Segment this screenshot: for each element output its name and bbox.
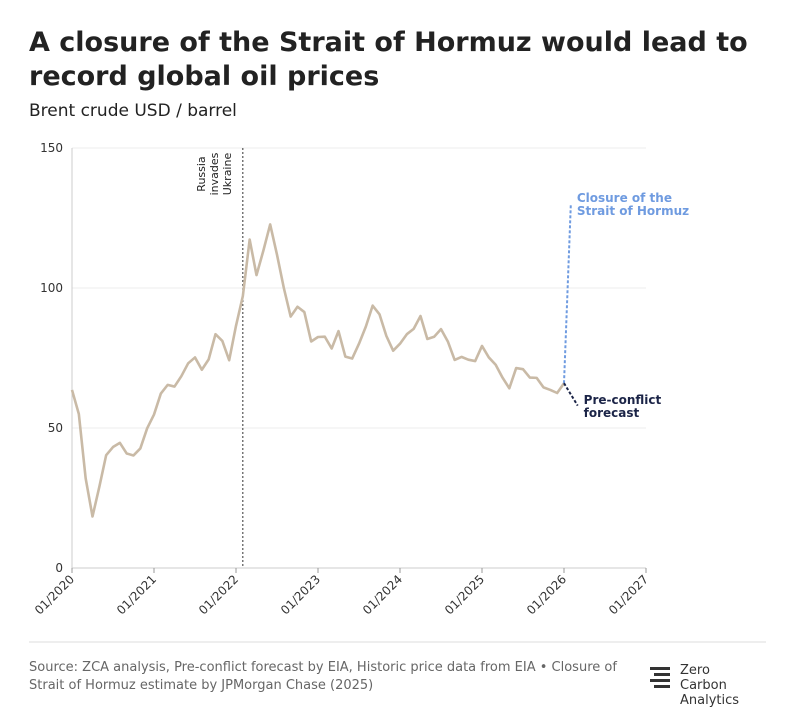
- logo-icon: [650, 667, 670, 688]
- y-tick-label: 0: [55, 561, 63, 575]
- title: A closure of the Strait of Hormuz would …: [29, 27, 748, 92]
- logo: Zero Carbon Analytics: [680, 663, 740, 708]
- x-tick-label: 01/2022: [196, 572, 241, 617]
- x-tick-label: 01/2023: [278, 572, 323, 617]
- y-tick-label: 100: [40, 281, 63, 295]
- x-tick-label: 01/2020: [32, 572, 77, 617]
- x-tick-label: 01/2027: [606, 572, 651, 617]
- x-tick-label: 01/2025: [442, 572, 487, 617]
- series-line: [563, 203, 572, 384]
- series-line: [70, 223, 566, 518]
- x-tick-label: 01/2026: [524, 572, 569, 617]
- source: Source: ZCA analysis, Pre-conflict forec…: [29, 660, 617, 693]
- series-line: [563, 382, 579, 407]
- subtitle: Brent crude USD / barrel: [29, 101, 237, 121]
- series-label: Pre-conflict forecast: [583, 392, 662, 420]
- y-tick-label: 150: [40, 141, 63, 155]
- x-tick-label: 01/2021: [114, 572, 159, 617]
- series-label: Closure of the Strait of Hormuz: [576, 191, 690, 218]
- x-tick-label: 01/2024: [360, 572, 405, 617]
- annotation-text: Russia invades Ukraine: [194, 152, 234, 196]
- y-tick-label: 50: [48, 421, 63, 435]
